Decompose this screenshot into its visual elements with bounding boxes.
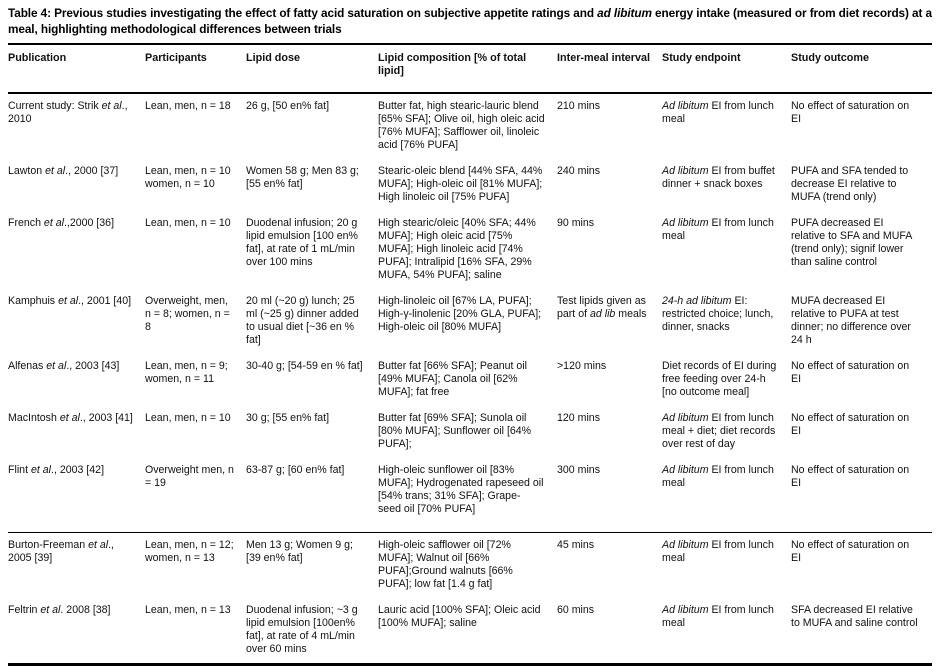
cell-inter-meal-interval: >120 mins [557, 360, 607, 372]
cell-study-endpoint: Ad libitum EI from lunch meal [662, 464, 774, 489]
cell-study-endpoint: Ad libitum EI from lunch meal [662, 532, 791, 598]
table-header: Publication Participants Lipid dose Lipi… [8, 44, 932, 94]
cell-publication: Kamphuis et al., 2001 [40] [8, 295, 132, 307]
cell-inter-meal-interval: 45 mins [557, 532, 662, 598]
cell-lipid-dose: 20 ml (~20 g) lunch; 25 ml (~25 g) dinne… [246, 295, 359, 346]
table-row-feltrin-2008: Feltrin et al. 2008 [38] Lean, men, n = … [8, 598, 932, 665]
column-header-lipid-composition: Lipid composition [% of total lipid] [378, 44, 557, 94]
table-body-second-group: Burton-Freeman et al., 2005 [39] Lean, m… [8, 532, 932, 665]
cell-inter-meal-interval: 90 mins [557, 217, 595, 229]
cell-study-endpoint: Ad libitum EI from lunch meal [662, 100, 774, 125]
column-header-inter-meal-interval: Inter-meal interval [557, 44, 662, 94]
cell-participants: Lean, men, n = 10 women, n = 10 [145, 165, 231, 190]
cell-publication: MacIntosh et al., 2003 [41] [8, 412, 133, 424]
cell-participants: Lean, men, n = 10 [145, 217, 231, 229]
cell-publication: Lawton et al., 2000 [37] [8, 165, 119, 177]
cell-inter-meal-interval: 60 mins [557, 604, 595, 616]
cell-lipid-dose: 63-87 g; [60 en% fat] [246, 464, 345, 476]
table-caption: Table 4: Previous studies investigating … [8, 6, 932, 36]
cell-lipid-composition: High-oleic safflower oil [72% MUFA]; Wal… [378, 532, 557, 598]
paper-page: Table 4: Previous studies investigating … [8, 5, 932, 666]
cell-study-outcome: PUFA decreased EI relative to SFA and MU… [791, 217, 912, 268]
cell-study-outcome: MUFA decreased EI relative to PUFA at te… [791, 295, 911, 346]
cell-participants: Lean, men, n = 18 [145, 100, 231, 112]
table-row-flint-2003: Flint et al., 2003 [42] Overweight men, … [8, 458, 932, 533]
table-row-kamphuis-2001: Kamphuis et al., 2001 [40] Overweight, m… [8, 289, 932, 354]
cell-lipid-dose: Duodenal infusion; ~3 g lipid emulsion [… [246, 604, 358, 655]
cell-lipid-composition: Stearic-oleic blend [44% SFA, 44% MUFA];… [378, 165, 543, 203]
column-header-study-endpoint: Study endpoint [662, 44, 791, 94]
cell-study-endpoint: 24-h ad libitum EI: restricted choice; l… [662, 295, 774, 333]
cell-inter-meal-interval: Test lipids given as part of ad lib meal… [557, 295, 647, 320]
cell-lipid-composition: Butter fat, high stearic-lauric blend [6… [378, 100, 545, 151]
cell-lipid-composition: Butter fat [66% SFA]; Peanut oil [49% MU… [378, 360, 527, 398]
cell-participants: Lean, men, n = 9; women, n = 11 [145, 360, 228, 385]
cell-study-outcome: SFA decreased EI relative to MUFA and sa… [791, 604, 918, 629]
cell-lipid-composition: High-oleic sunflower oil [83% MUFA]; Hyd… [378, 464, 544, 515]
cell-inter-meal-interval: 300 mins [557, 464, 600, 476]
cell-lipid-dose: Women 58 g; Men 83 g; [55 en% fat] [246, 165, 359, 190]
cell-lipid-dose: 30-40 g; [54-59 en % fat] [246, 360, 363, 372]
cell-lipid-dose: Men 13 g; Women 9 g; [39 en% fat] [246, 532, 378, 598]
cell-lipid-composition: Lauric acid [100% SFA]; Oleic acid [100%… [378, 604, 541, 629]
table-row-burton-freeman-2005: Burton-Freeman et al., 2005 [39] Lean, m… [8, 532, 932, 598]
cell-lipid-composition: Butter fat [69% SFA]; Sunola oil [80% MU… [378, 412, 532, 450]
cell-lipid-dose: 30 g; [55 en% fat] [246, 412, 330, 424]
cell-study-endpoint: Ad libitum EI from lunch meal [662, 217, 774, 242]
cell-study-endpoint: Diet records of EI during free feeding o… [662, 360, 777, 398]
cell-study-outcome: PUFA and SFA tended to decrease EI relat… [791, 165, 909, 203]
cell-inter-meal-interval: 120 mins [557, 412, 600, 424]
cell-lipid-composition: High stearic/oleic [40% SFA; 44% MUFA]; … [378, 217, 536, 281]
table-row-lawton-2000: Lawton et al., 2000 [37] Lean, men, n = … [8, 159, 932, 211]
cell-publication: Feltrin et al. 2008 [38] [8, 604, 111, 616]
cell-publication: Burton-Freeman et al., 2005 [39] [8, 532, 145, 598]
table-body-main-group: Current study: Strik et al., 2010 Lean, … [8, 93, 932, 533]
cell-lipid-dose: Duodenal infusion; 20 g lipid emulsion [… [246, 217, 358, 268]
column-header-lipid-dose: Lipid dose [246, 44, 378, 94]
cell-participants: Lean, men, n = 10 [145, 412, 231, 424]
cell-study-outcome: No effect of saturation on EI [791, 412, 910, 437]
table-row-macintosh-2003: MacIntosh et al., 2003 [41] Lean, men, n… [8, 406, 932, 458]
column-header-study-outcome: Study outcome [791, 44, 932, 94]
cell-publication: French et al.,2000 [36] [8, 217, 115, 229]
cell-study-outcome: No effect of saturation on EI [791, 100, 910, 125]
cell-publication: Alfenas et al., 2003 [43] [8, 360, 120, 372]
cell-participants: Overweight, men, n = 8; women, n = 8 [145, 295, 230, 333]
column-header-publication: Publication [8, 44, 145, 94]
cell-inter-meal-interval: 240 mins [557, 165, 600, 177]
cell-participants: Overweight men, n = 19 [145, 464, 234, 489]
cell-publication: Current study: Strik et al., 2010 [8, 100, 128, 125]
cell-study-outcome: No effect of saturation on EI [791, 360, 910, 385]
cell-participants: Lean, men, n = 13 [145, 604, 231, 616]
studies-table: Publication Participants Lipid dose Lipi… [8, 43, 932, 666]
table-row-french-2000: French et al.,2000 [36] Lean, men, n = 1… [8, 211, 932, 289]
cell-study-outcome: No effect of saturation on EI [791, 464, 910, 489]
cell-lipid-composition: High-linoleic oil [67% LA, PUFA]; High-γ… [378, 295, 542, 333]
cell-study-outcome: No effect of saturation on EI [791, 532, 932, 598]
cell-lipid-dose: 26 g, [50 en% fat] [246, 100, 330, 112]
table-row-strik-2010: Current study: Strik et al., 2010 Lean, … [8, 93, 932, 159]
cell-participants: Lean, men, n = 12; women, n = 13 [145, 532, 246, 598]
cell-study-endpoint: Ad libitum EI from lunch meal + diet; di… [662, 412, 776, 450]
cell-study-endpoint: Ad libitum EI from buffet dinner + snack… [662, 165, 775, 190]
table-row-alfenas-2003: Alfenas et al., 2003 [43] Lean, men, n =… [8, 354, 932, 406]
cell-inter-meal-interval: 210 mins [557, 100, 600, 112]
cell-publication: Flint et al., 2003 [42] [8, 464, 105, 476]
column-header-participants: Participants [145, 44, 246, 94]
cell-study-endpoint: Ad libitum EI from lunch meal [662, 604, 774, 629]
header-row: Publication Participants Lipid dose Lipi… [8, 44, 932, 94]
